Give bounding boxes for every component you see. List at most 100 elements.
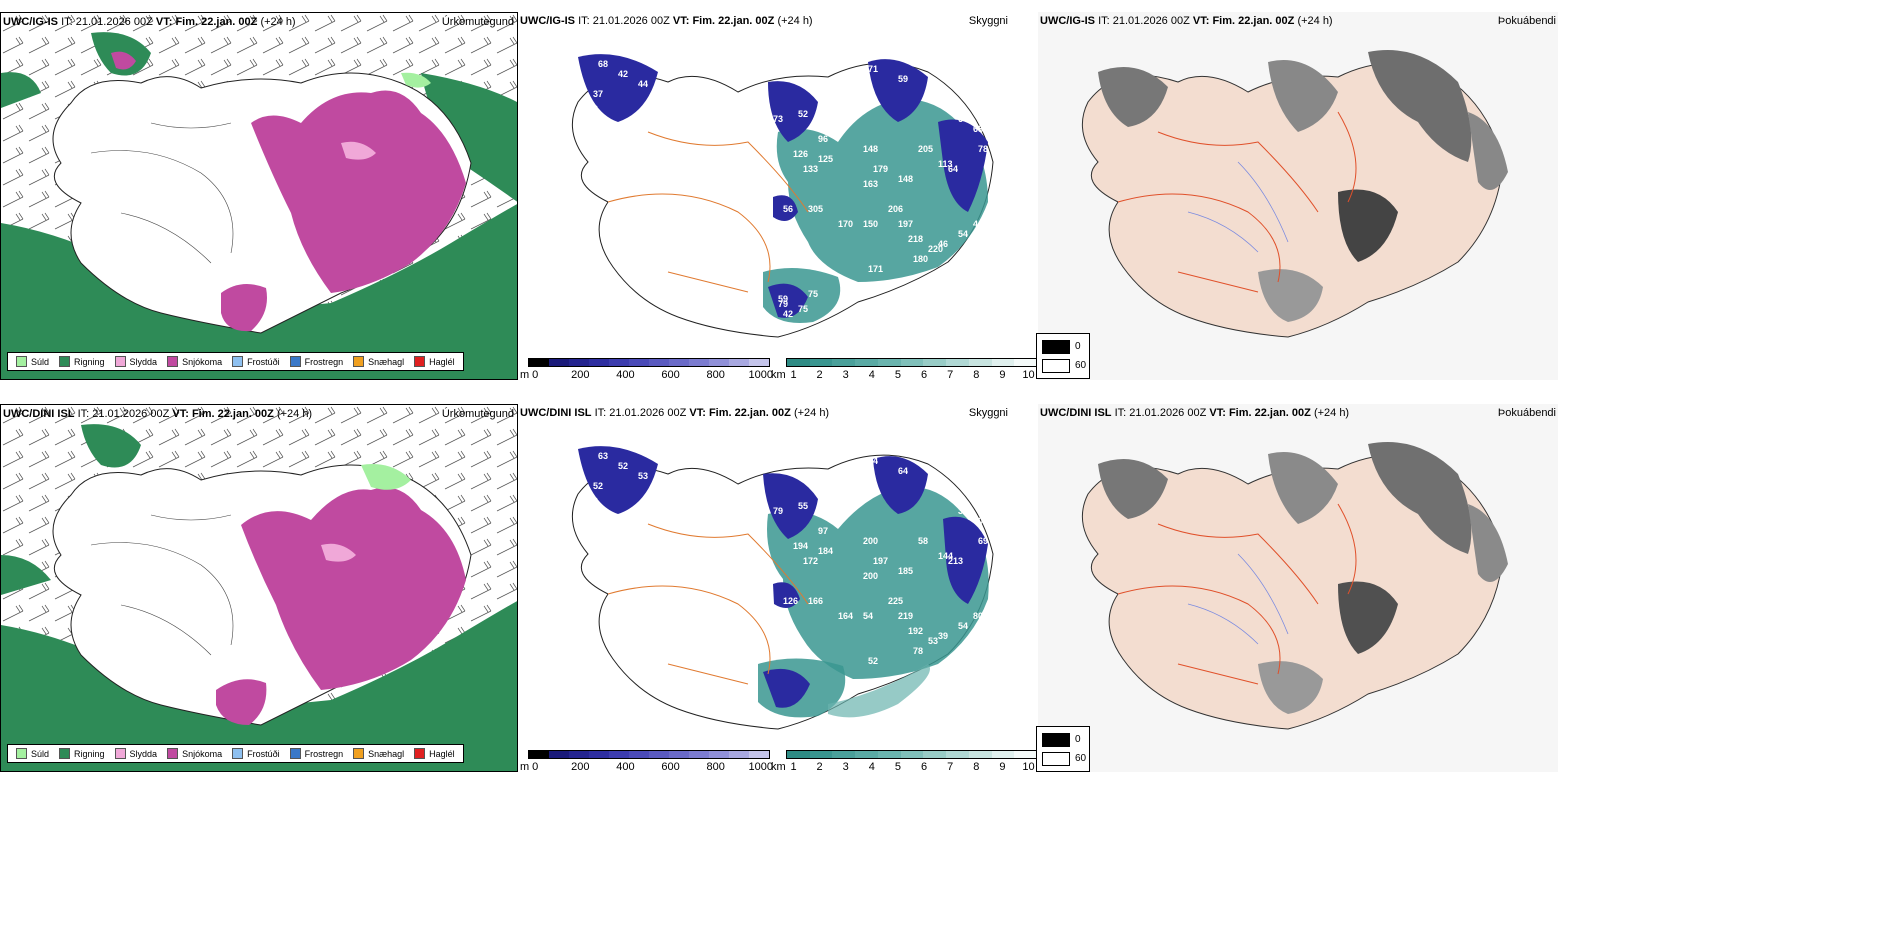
visibility-tick-label: 5 [894,369,901,380]
visibility-bar-segment [991,359,1015,366]
ceiling-bar-segment [749,751,769,758]
legend-label: Rigning [74,748,105,759]
ceiling-value-label: 148 [898,174,913,184]
precip-map-row2 [1,405,517,771]
ceiling-value-label: 218 [908,234,923,244]
legend-swatch [114,356,126,367]
legend-swatch [16,356,27,367]
ceiling-panel-row1: 68 42 44 37 52 89 97 70 73 52 96 126 133 125 71 59 66 64 6… [518,12,1038,380]
ceiling-value-label: 69 [978,536,988,546]
ceiling-bar-segment [729,751,749,758]
ceiling-value-label: 44 [973,219,983,229]
ceiling-value-label: 305 [808,204,823,214]
ceiling-value-label: 171 [868,264,883,274]
fog-key-black-label: 0 [1075,734,1081,745]
legend-swatch [414,356,426,367]
ceiling-value-label: 38 [958,506,968,516]
ceiling-value-label: 164 [838,611,853,621]
visibility-bar-segment [787,359,810,366]
ceiling-value-label: 46 [938,239,948,249]
ceiling-tick-label: 0 [532,761,539,772]
ceiling-value-label: 42 [618,69,628,79]
ceiling-value-label: 184 [818,546,833,556]
ceiling-bar-segment [549,359,569,366]
ceiling-bar-segment [669,751,689,758]
fog-header-row1: UWC/IG-IS IT: 21.01.2026 00Z VT: Fim. 22… [1040,15,1333,27]
precip-header-row2: UWC/DINI ISL IT: 21.01.2026 00Z VT: Fim.… [3,408,313,420]
fog-key-row1: 0 60 [1036,333,1090,379]
visibility-colorbar-row2: km 1 2 3 4 5 6 7 8 9 10 [771,750,1038,772]
ceiling-value-label: 64 [948,164,958,174]
ceiling-bar-segment [749,359,769,366]
ceiling-tick-label: 800 [706,369,725,380]
ceiling-bar-segment [609,359,629,366]
ceiling-value-label: 55 [798,501,808,511]
ceiling-value-label: 144 [938,551,953,561]
visibility-tick-label: 3 [842,761,849,772]
visibility-bar-segment [855,359,878,366]
legend-label: Haglél [429,356,455,367]
ceiling-value-label: 53 [928,636,938,646]
visibility-tick-label: 8 [973,761,980,772]
ceiling-value-label: 50 [833,476,843,486]
ceiling-value-label: 70 [648,531,658,541]
visibility-tick-label: 2 [816,369,823,380]
precip-header-row1: UWC/IG-IS IT: 21.01.2026 00Z VT: Fim. 22… [3,16,296,28]
ceiling-value-label: 52 [618,461,628,471]
ceiling-value-label: 52 [868,656,878,666]
ceiling-value-label: 73 [773,114,783,124]
visibility-bar-segment [787,751,810,758]
fog-key-white-label: 60 [1075,753,1087,764]
ceiling-value-label: 225 [888,596,903,606]
visibility-tick-label: 2 [816,761,823,772]
ceiling-bar-segment [569,359,589,366]
visibility-bar-segment [900,359,924,366]
ceiling-value-label: 200 [863,571,878,581]
visibility-bar-segment [946,359,969,366]
visibility-bar-segment [900,751,924,758]
ceiling-value-label: 219 [898,611,913,621]
ceiling-value-label: 56 [783,204,793,214]
ceiling-bar-segment [689,751,709,758]
legend-swatch [289,356,301,367]
legend-label: Slydda [129,748,158,759]
ceiling-bar-segment [669,359,689,366]
precip-title-row2: Úrkomutegund [441,408,514,420]
visibility-tick-label: 4 [868,761,875,772]
visibility-bar-segment [968,751,992,758]
legend-label: Rigning [74,356,105,367]
legend-swatch [59,356,71,367]
ceiling-value-label: 220 [928,244,943,254]
legend-item-7: Haglél [414,748,455,759]
ceiling-value-label: 179 [873,164,888,174]
visibility-bar-segment [809,751,833,758]
visibility-tick-label: 8 [973,369,980,380]
legend-item-5: Frostregn [289,748,343,759]
visibility-tick-label: 6 [920,761,928,772]
visibility-bar-segment [855,751,878,758]
ceiling-title-row1: Skyggni [968,15,1008,27]
legend-swatch [353,748,365,759]
legend-swatch [414,748,426,759]
legend-label: Snæhagl [368,748,405,759]
ceiling-bar-segment [549,751,569,758]
visibility-bar-segment [946,751,969,758]
ceiling-value-label: 197 [898,219,913,229]
ceiling-value-label: 59 [898,74,908,84]
ceiling-value-label: 39 [938,631,948,641]
ceiling-value-label: 63 [598,451,608,461]
fog-map-row2 [1038,404,1558,772]
ceiling-bar-segment [529,359,549,366]
ceiling-value-label: 200 [863,536,878,546]
ceiling-value-label: 60 [973,516,983,526]
ceiling-value-label: 803 [973,611,988,621]
visibility-colorbar-row1: km 1 2 3 4 5 6 7 8 9 10 [771,358,1038,380]
ceiling-bar-segment [729,359,749,366]
visibility-bar-segment [1014,751,1038,758]
legend-item-7: Haglél [414,356,455,367]
ceiling-value-label: 75 [808,289,818,299]
visibility-bar-segment [968,359,992,366]
ceiling-bar-segment [529,751,549,758]
ceiling-header-row2: UWC/DINI ISL IT: 21.01.2026 00Z VT: Fim.… [520,407,830,419]
